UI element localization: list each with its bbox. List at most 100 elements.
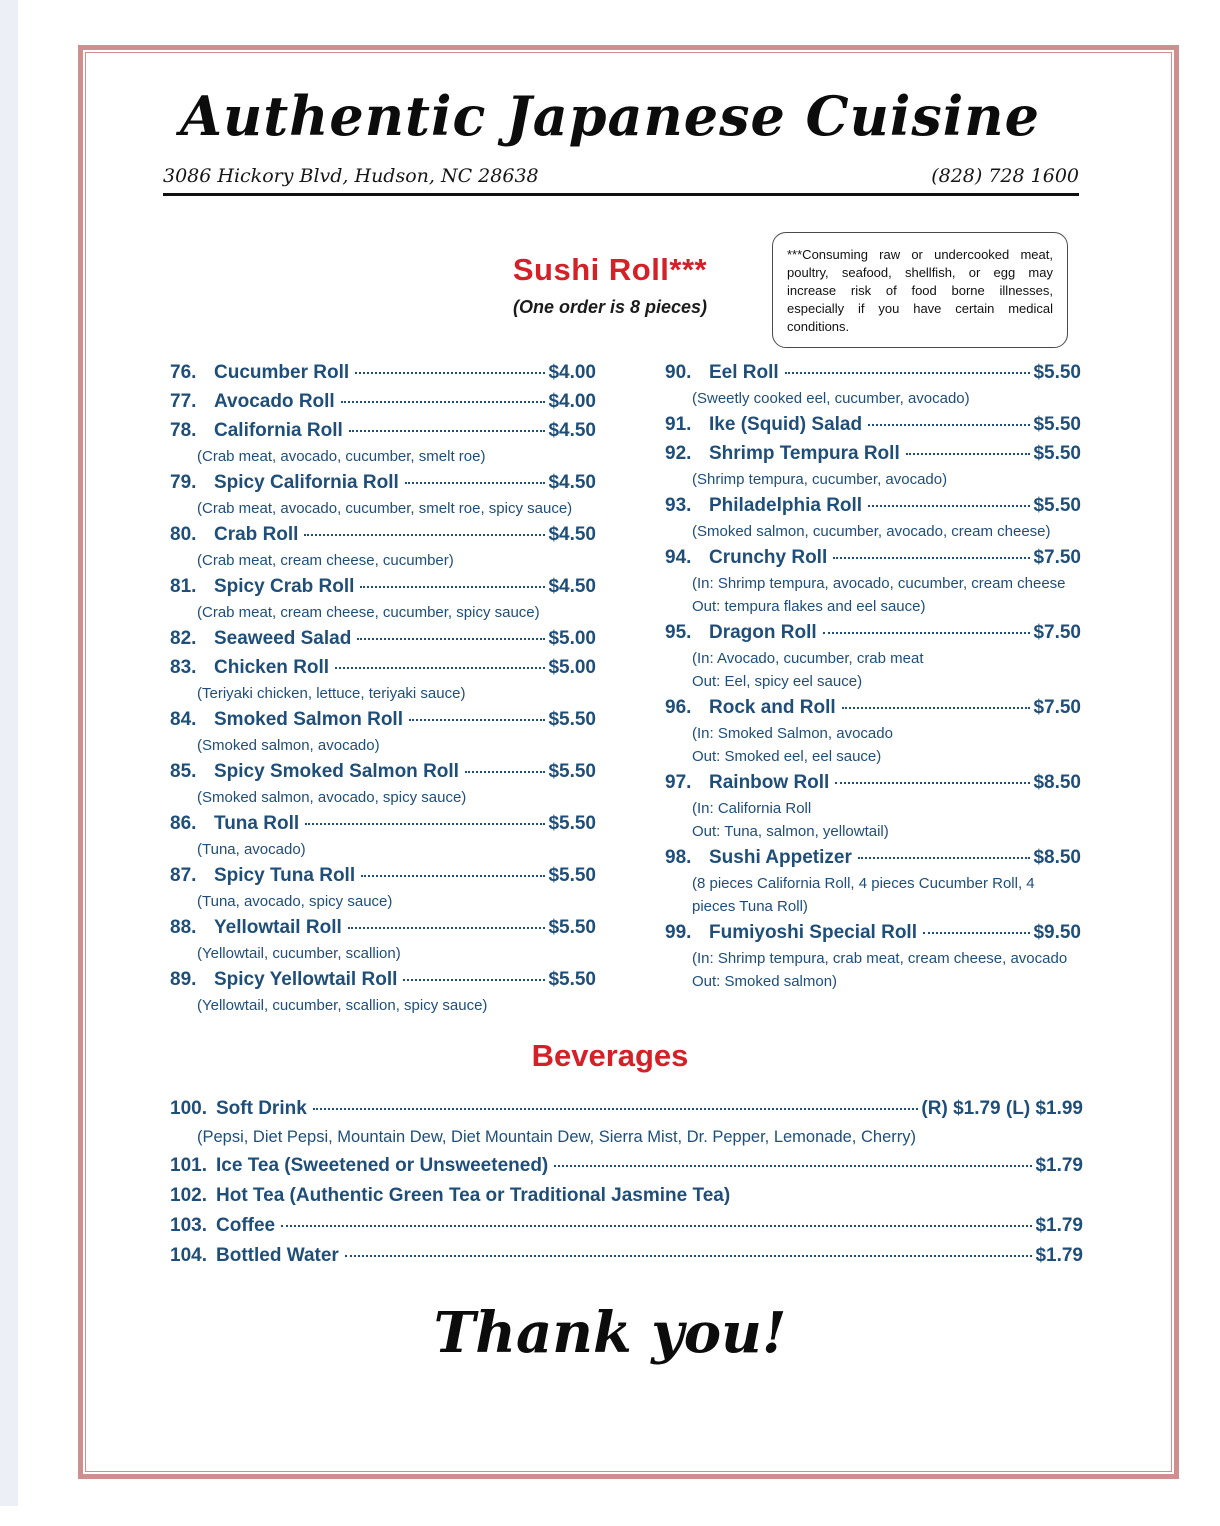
item-description: (In: Shrimp tempura, crab meat, cream ch… bbox=[692, 950, 1068, 990]
item-description: (Smoked salmon, avocado) bbox=[197, 737, 380, 754]
item-price: $1.79 bbox=[1035, 1215, 1083, 1236]
menu-item: 78. California Roll $4.50 (Crab meat, av… bbox=[170, 416, 596, 468]
sushi-section-subtitle: (One order is 8 pieces) bbox=[512, 297, 708, 317]
item-name: Ike (Squid) Salad bbox=[709, 414, 863, 435]
item-price: $7.50 bbox=[1033, 547, 1081, 568]
menu-item: 81. Spicy Crab Roll $4.50 (Crab meat, cr… bbox=[170, 572, 596, 624]
item-price: $8.50 bbox=[1033, 772, 1081, 793]
item-price: $5.50 bbox=[1033, 443, 1081, 464]
item-number: 85. bbox=[170, 761, 197, 782]
item-name: Avocado Roll bbox=[214, 391, 335, 412]
item-price: $5.50 bbox=[548, 709, 596, 730]
sushi-section-heading: Sushi Roll*** (One order is 8 pieces) bbox=[0, 252, 1220, 318]
restaurant-title: Authentic Japanese Cuisine bbox=[180, 84, 1040, 148]
menu-item-row: 77. Avocado Roll $4.00 bbox=[170, 387, 596, 416]
menu-item-row: 76. Cucumber Roll $4.00 bbox=[170, 358, 596, 387]
menu-item-row: 94. Crunchy Roll $7.50 bbox=[665, 543, 1081, 572]
item-name: Sushi Appetizer bbox=[709, 847, 852, 868]
item-name: Ice Tea (Sweetened or Unsweetened) bbox=[216, 1155, 549, 1176]
item-name: Coffee bbox=[216, 1215, 276, 1236]
menu-item: 104. Bottled Water $1.79 bbox=[170, 1241, 1083, 1271]
item-number: 90. bbox=[665, 362, 692, 383]
menu-item: 88. Yellowtail Roll $5.50 (Yellowtail, c… bbox=[170, 913, 596, 965]
item-price: $5.50 bbox=[1033, 414, 1081, 435]
menu-item-row: 93. Philadelphia Roll $5.50 bbox=[665, 491, 1081, 520]
item-number: 80. bbox=[170, 524, 197, 545]
restaurant-phone: (828) 728 1600 bbox=[931, 165, 1079, 187]
menu-item-row: 99. Fumiyoshi Special Roll $9.50 bbox=[665, 918, 1081, 947]
item-name: Bottled Water bbox=[216, 1245, 339, 1266]
item-number: 98. bbox=[665, 847, 692, 868]
menu-item: 93. Philadelphia Roll $5.50 (Smoked salm… bbox=[665, 491, 1081, 543]
item-number: 99. bbox=[665, 922, 692, 943]
menu-item: 101. Ice Tea (Sweetened or Unsweetened) … bbox=[170, 1151, 1083, 1181]
item-number: 86. bbox=[170, 813, 197, 834]
item-number: 96. bbox=[665, 697, 692, 718]
item-price: $5.50 bbox=[548, 917, 596, 938]
item-number: 79. bbox=[170, 472, 197, 493]
menu-item: 97. Rainbow Roll $8.50 (In: California R… bbox=[665, 768, 1081, 843]
menu-item-row: 100. Soft Drink (R) $1.79 (L) $1.99 bbox=[170, 1094, 1083, 1124]
item-number: 88. bbox=[170, 917, 197, 938]
item-name: Spicy Tuna Roll bbox=[214, 865, 356, 886]
menu-item: 84. Smoked Salmon Roll $5.50 (Smoked sal… bbox=[170, 705, 596, 757]
item-number: 92. bbox=[665, 443, 692, 464]
item-name: Chicken Roll bbox=[214, 657, 330, 678]
item-number: 78. bbox=[170, 420, 197, 441]
sushi-right-column: 90. Eel Roll $5.50 (Sweetly cooked eel, … bbox=[665, 358, 1081, 993]
item-price: $5.50 bbox=[548, 969, 596, 990]
item-number: 101. bbox=[170, 1155, 207, 1176]
menu-item: 98. Sushi Appetizer $8.50 (8 pieces Cali… bbox=[665, 843, 1081, 918]
menu-item-row: 89. Spicy Yellowtail Roll $5.50 bbox=[170, 965, 596, 994]
menu-item: 91. Ike (Squid) Salad $5.50 bbox=[665, 410, 1081, 439]
item-name: Spicy Smoked Salmon Roll bbox=[214, 761, 459, 782]
item-number: 93. bbox=[665, 495, 692, 516]
menu-item: 96. Rock and Roll $7.50 (In: Smoked Salm… bbox=[665, 693, 1081, 768]
item-number: 77. bbox=[170, 391, 197, 412]
menu-item: 83. Chicken Roll $5.00 (Teriyaki chicken… bbox=[170, 653, 596, 705]
item-description: (In: California Roll Out: Tuna, salmon, y… bbox=[692, 800, 889, 840]
item-price: $4.50 bbox=[548, 576, 596, 597]
item-price: $5.00 bbox=[548, 628, 596, 649]
item-number: 89. bbox=[170, 969, 197, 990]
item-name: Soft Drink bbox=[216, 1098, 307, 1119]
menu-item: 94. Crunchy Roll $7.50 (In: Shrimp tempu… bbox=[665, 543, 1081, 618]
menu-item-row: 104. Bottled Water $1.79 bbox=[170, 1241, 1083, 1271]
menu-item: 79. Spicy California Roll $4.50 (Crab me… bbox=[170, 468, 596, 520]
item-description: (In: Shrimp tempura, avocado, cucumber, … bbox=[692, 575, 1066, 615]
item-price: $4.00 bbox=[548, 362, 596, 383]
item-number: 82. bbox=[170, 628, 197, 649]
item-name: Rainbow Roll bbox=[709, 772, 830, 793]
item-price: $8.50 bbox=[1033, 847, 1081, 868]
item-price: $4.50 bbox=[548, 420, 596, 441]
menu-item: 85. Spicy Smoked Salmon Roll $5.50 (Smok… bbox=[170, 757, 596, 809]
beverages-section-title: Beverages bbox=[531, 1038, 689, 1073]
menu-item: 87. Spicy Tuna Roll $5.50 (Tuna, avocado… bbox=[170, 861, 596, 913]
menu-item-row: 103. Coffee $1.79 bbox=[170, 1211, 1083, 1241]
item-name: Smoked Salmon Roll bbox=[214, 709, 403, 730]
item-name: Eel Roll bbox=[709, 362, 779, 383]
menu-item-row: 81. Spicy Crab Roll $4.50 bbox=[170, 572, 596, 601]
item-description: (In: Avocado, cucumber, crab meat Out: Ee… bbox=[692, 650, 924, 690]
beverages-list: 100. Soft Drink (R) $1.79 (L) $1.99 (Pep… bbox=[170, 1094, 1083, 1271]
item-description: (Sweetly cooked eel, cucumber, avocado) bbox=[692, 390, 970, 407]
item-price: $4.00 bbox=[548, 391, 596, 412]
menu-item-row: 83. Chicken Roll $5.00 bbox=[170, 653, 596, 682]
item-name: Crunchy Roll bbox=[709, 547, 828, 568]
item-description: (Yellowtail, cucumber, scallion, spicy s… bbox=[197, 997, 488, 1014]
menu-item-row: 98. Sushi Appetizer $8.50 bbox=[665, 843, 1081, 872]
menu-item-row: 80. Crab Roll $4.50 bbox=[170, 520, 596, 549]
item-description: (In: Smoked Salmon, avocado Out: Smoked e… bbox=[692, 725, 893, 765]
menu-item-row: 91. Ike (Squid) Salad $5.50 bbox=[665, 410, 1081, 439]
menu-item-row: 101. Ice Tea (Sweetened or Unsweetened) … bbox=[170, 1151, 1083, 1181]
item-description: (Teriyaki chicken, lettuce, teriyaki sau… bbox=[197, 685, 466, 702]
menu-border-frame bbox=[78, 45, 1179, 1479]
menu-item-row: 82. Seaweed Salad $5.00 bbox=[170, 624, 596, 653]
item-price: $7.50 bbox=[1033, 697, 1081, 718]
item-name: Cucumber Roll bbox=[214, 362, 350, 383]
page-edge-strip bbox=[0, 0, 18, 1506]
sushi-left-column: 76. Cucumber Roll $4.00 77. Avocado Roll… bbox=[170, 358, 596, 1017]
item-price: $5.50 bbox=[548, 865, 596, 886]
item-price: $5.50 bbox=[548, 813, 596, 834]
